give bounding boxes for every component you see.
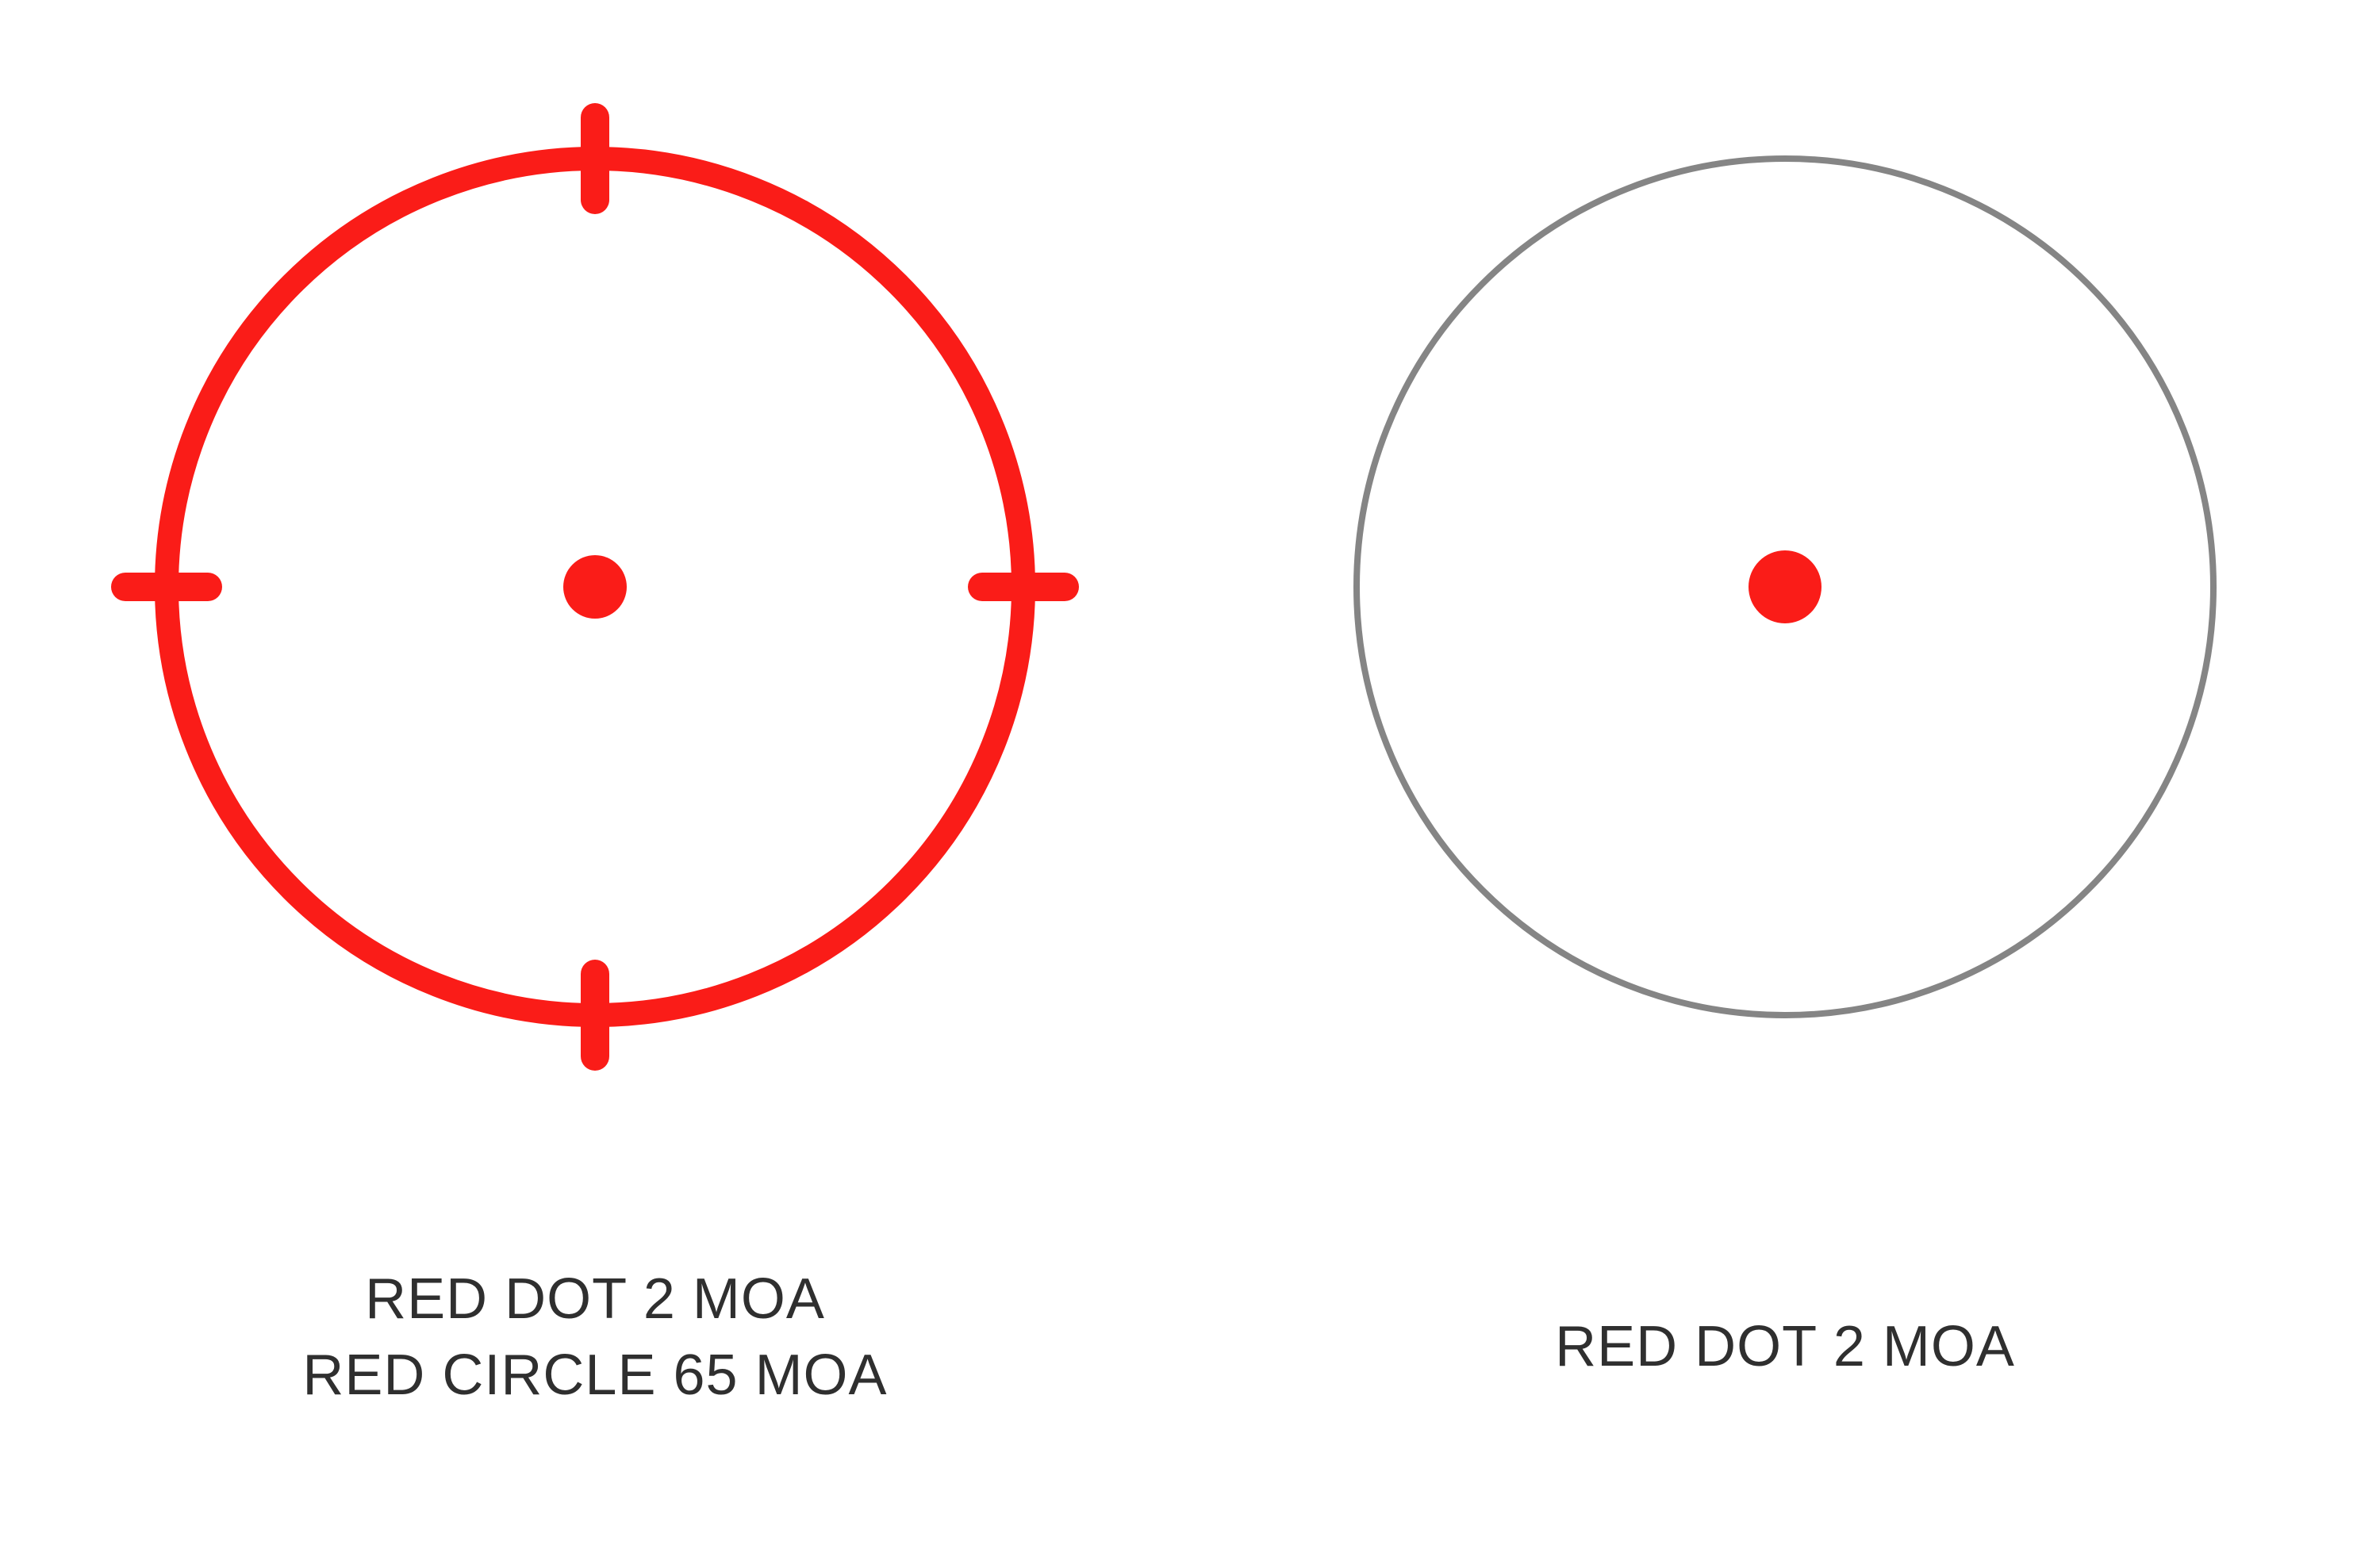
right-panel: RED DOT 2 MOA <box>1190 0 2380 1560</box>
left-label-block: RED DOT 2 MOA RED CIRCLE 65 MOA <box>302 1261 887 1413</box>
left-label-line-2: RED CIRCLE 65 MOA <box>302 1337 887 1413</box>
right-label-block: RED DOT 2 MOA <box>1555 1309 2015 1385</box>
center-dot <box>1749 550 1821 623</box>
reticle-circle-dot-ticks <box>79 71 1111 1102</box>
tick-bottom <box>581 960 609 1071</box>
reticle-circle-dot <box>1269 71 2301 1102</box>
right-label-line-1: RED DOT 2 MOA <box>1555 1309 2015 1385</box>
diagram-container: RED DOT 2 MOA RED CIRCLE 65 MOA RED DOT … <box>0 0 2380 1560</box>
center-dot <box>563 555 627 619</box>
tick-left <box>111 573 222 601</box>
tick-right <box>968 573 1079 601</box>
left-panel: RED DOT 2 MOA RED CIRCLE 65 MOA <box>0 0 1190 1560</box>
left-label-line-1: RED DOT 2 MOA <box>302 1261 887 1337</box>
tick-top <box>581 103 609 214</box>
